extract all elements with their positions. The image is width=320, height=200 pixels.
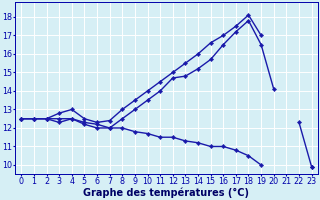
X-axis label: Graphe des températures (°C): Graphe des températures (°C) <box>84 187 250 198</box>
